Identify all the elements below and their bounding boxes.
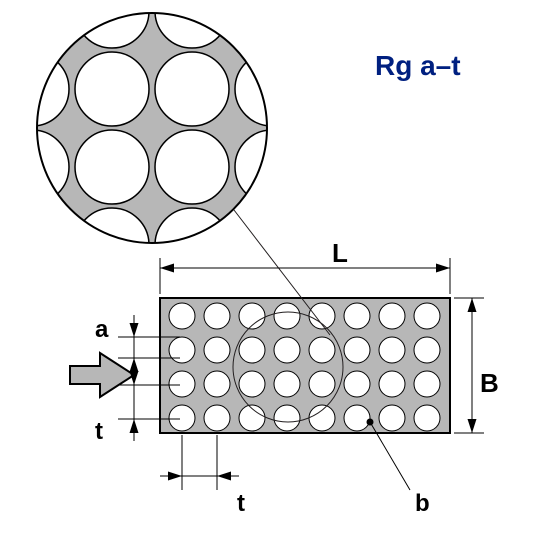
label-a: a (95, 316, 108, 344)
label-t-bottom: t (237, 490, 245, 518)
perforation-diagram (0, 0, 550, 550)
label-L: L (332, 238, 348, 269)
diagram-title: Rg a–t (375, 50, 461, 82)
label-B: B (480, 368, 499, 399)
label-t-left: t (95, 418, 103, 446)
label-b: b (415, 490, 430, 518)
